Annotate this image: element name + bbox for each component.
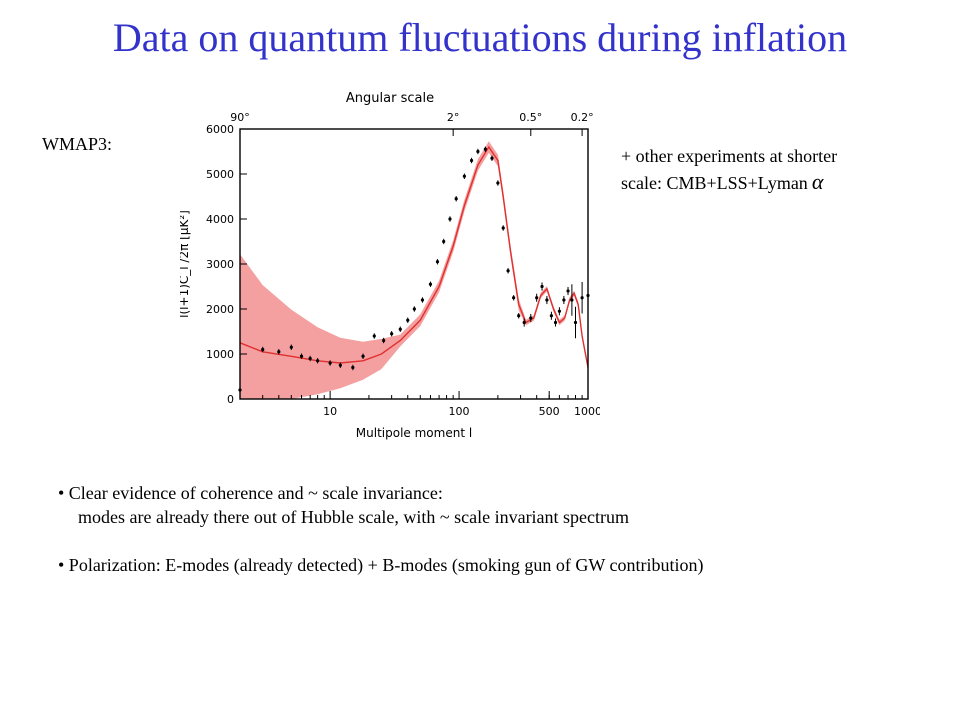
wmap3-label: WMAP3: [42, 134, 113, 154]
data-point [529, 316, 533, 320]
data-point [522, 320, 526, 325]
data-point [573, 320, 578, 325]
data-point [496, 181, 500, 185]
theory-curve [239, 145, 589, 368]
top-tick-label: 0.2° [571, 111, 594, 124]
data-point [435, 260, 440, 264]
y-axis-label: l(l+1)C_l /2π [μK²] [180, 210, 191, 318]
data-point [289, 345, 293, 349]
data-point [261, 347, 265, 352]
data-point [501, 226, 505, 230]
data-point [420, 298, 425, 302]
data-point [545, 298, 549, 302]
x-tick-label: 500 [539, 405, 560, 418]
experiments-note-line1: + other experiments at shorter [621, 146, 838, 166]
data-point [448, 217, 452, 221]
data-point [462, 174, 466, 178]
data-point [490, 156, 494, 160]
y-tick-label: 4000 [206, 213, 234, 226]
axis-ticks: 0 1000 2000 3000 4000 5000 6000 10 100 500 1000 90°… [206, 111, 600, 418]
data-point [299, 354, 304, 358]
data-point [454, 197, 458, 201]
data-point [398, 327, 402, 331]
data-points [238, 146, 590, 393]
data-point [372, 334, 376, 338]
cosmic-variance-band [240, 141, 588, 399]
top-tick-label: 0.5° [519, 111, 542, 124]
data-point [442, 239, 446, 244]
data-point [338, 363, 342, 367]
data-point [351, 365, 355, 370]
data-point [580, 296, 584, 300]
wmap-power-spectrum-chart: Angular scale 0 1000 2000 3000 4000 5000 6000 1… [180, 91, 600, 440]
experiments-note: + other experiments at shorter scale: CM… [621, 144, 941, 196]
bullet-polarization: • Polarization: E-modes (already detecte… [58, 555, 704, 575]
y-tick-label: 6000 [206, 123, 234, 136]
data-point [517, 314, 521, 318]
data-point [512, 296, 516, 300]
data-point [566, 289, 570, 293]
top-tick-label: 90° [230, 111, 250, 124]
x-axis-label: Multipole moment l [356, 426, 472, 440]
alpha-symbol: α [811, 169, 824, 194]
data-point [476, 149, 480, 154]
bullet-coherence-detail: modes are already there out of Hubble sc… [78, 507, 630, 527]
slide-title: Data on quantum fluctuations during infl… [112, 15, 848, 60]
data-point [382, 338, 386, 343]
bullet-coherence: • Clear evidence of coherence and ~ scal… [58, 483, 443, 503]
error-band [240, 141, 588, 399]
experiments-note-line2: scale: CMB+LSS+Lyman α [621, 169, 941, 196]
x-tick-label: 1000 [574, 405, 600, 418]
data-point [506, 269, 510, 273]
data-point [540, 284, 544, 289]
y-tick-label: 3000 [206, 258, 234, 271]
y-tick-label: 5000 [206, 168, 234, 181]
data-point [361, 354, 365, 358]
data-point [390, 332, 394, 336]
y-tick-label: 0 [227, 393, 234, 406]
data-point [316, 359, 320, 363]
data-point [428, 282, 433, 286]
bullet-list: • Clear evidence of coherence and ~ scal… [58, 481, 703, 577]
x-tick-label: 100 [449, 405, 470, 418]
top-axis-label: Angular scale [346, 91, 434, 106]
data-point [406, 318, 410, 322]
data-point [549, 314, 553, 318]
data-point [277, 350, 281, 354]
data-point [328, 361, 332, 365]
experiments-note-line2-text: scale: CMB+LSS+Lyman [621, 173, 808, 193]
data-point [562, 298, 566, 302]
y-tick-label: 2000 [206, 303, 234, 316]
data-point [535, 296, 539, 300]
data-point [570, 298, 574, 302]
data-point [308, 356, 312, 361]
data-point [553, 320, 558, 325]
data-point [557, 309, 561, 313]
top-tick-label: 2° [447, 111, 460, 124]
y-tick-label: 1000 [206, 348, 234, 361]
data-point [469, 158, 474, 163]
x-tick-label: 10 [323, 405, 337, 418]
data-point [412, 307, 416, 311]
data-point [483, 147, 487, 151]
